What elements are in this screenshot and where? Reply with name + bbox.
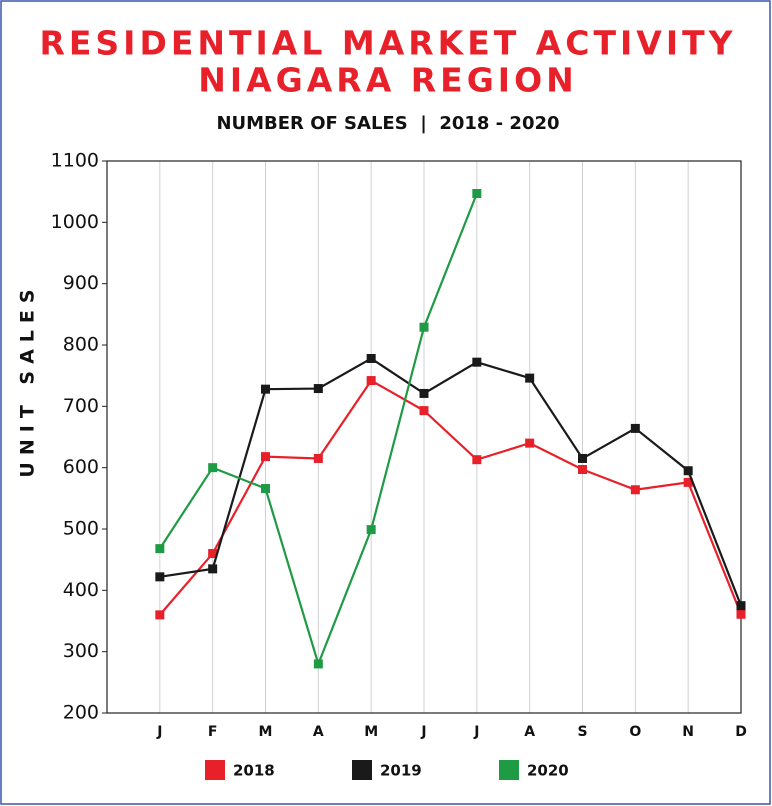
point [313,453,323,463]
x-tick-label: J [420,724,426,740]
legend-label: 2018 [233,762,275,780]
y-tick-label: 400 [63,579,99,601]
point [472,357,482,367]
point [155,610,165,620]
point [630,485,640,495]
legend-swatch [205,760,225,780]
point [736,609,746,619]
x-tick-label: N [682,724,694,740]
legend-label: 2020 [527,762,569,780]
point [261,384,270,394]
point [261,452,270,462]
chart-subtitle: NUMBER OF SALES | 2018 - 2020 [216,113,559,134]
point [366,376,376,386]
point [683,477,693,487]
plot-border [106,160,742,714]
point [525,438,535,448]
point [578,465,587,475]
legend-swatch [352,760,372,780]
point [578,453,587,463]
x-tick-label: A [313,724,324,740]
x-tick-label: J [473,724,479,740]
x-tick-label: M [364,724,378,740]
point [472,189,482,199]
point [525,373,535,383]
point [261,484,270,494]
point [366,353,376,363]
chart-title: RESIDENTIAL MARKET ACTIVITY [39,24,736,63]
point [683,466,693,476]
x-tick-label: J [156,724,162,740]
series-line [159,357,743,607]
point [155,544,165,554]
point [472,455,482,465]
x-tick-label: S [577,724,587,740]
y-axis-label: UNIT SALES [17,282,39,477]
y-tick-label: 900 [63,272,99,294]
y-tick-label: 1000 [51,211,99,233]
y-tick-label: 700 [63,395,99,417]
point [630,423,640,433]
point [419,406,429,416]
point [366,525,376,535]
x-tick-label: O [629,724,641,740]
point [313,659,323,669]
x-tick-label: M [259,724,273,740]
y-tick-label: 300 [63,640,99,662]
point [208,549,218,559]
point [208,463,218,473]
x-tick-label: D [735,724,747,740]
y-tick-label: 200 [63,702,99,724]
y-tick-label: 800 [63,334,99,356]
point [155,572,165,582]
series-line [158,379,743,616]
y-tick-label: 1100 [51,150,99,172]
chart-title: NIAGARA REGION [198,61,578,100]
y-tick-label: 500 [63,518,99,540]
point [419,388,429,398]
x-tick-label: F [208,724,218,740]
x-tick-label: A [524,724,535,740]
point [419,322,429,332]
point [208,564,218,574]
legend-label: 2019 [380,762,422,780]
legend-swatch [499,760,519,780]
y-tick-label: 600 [63,456,99,478]
point [313,384,323,394]
point [736,601,746,611]
